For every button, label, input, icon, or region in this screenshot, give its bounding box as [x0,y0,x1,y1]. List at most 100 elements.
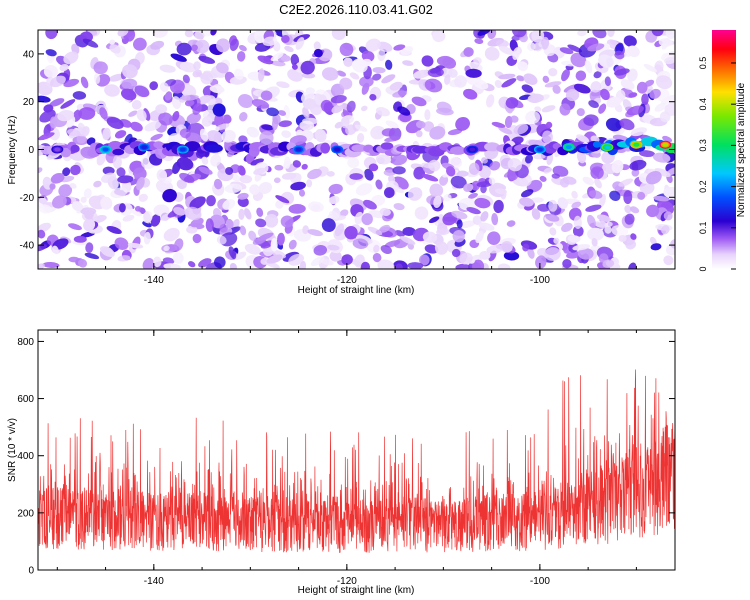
spectrogram-cell [627,45,640,58]
spectrogram-cell [641,93,649,106]
spectrogram-cell [506,220,516,227]
spectrogram-cell [209,85,225,94]
spectrogram-cell [138,193,148,202]
spectrogram-cell [38,167,43,174]
spectrogram-cell [198,55,216,64]
spectrogram-cell [584,60,593,74]
spectrogram-cell [510,115,519,123]
spectrogram-cell [623,190,633,205]
spectrogram-cell [620,79,635,90]
spectrogram-cell [320,99,333,113]
spectrogram-cell [38,263,45,269]
spectrogram-cell [384,136,401,142]
spectrogram-cell [38,132,55,141]
spectrogram-cell [663,255,674,266]
spectrogram-cell [271,116,279,131]
spectrogram-ridge-peak [536,147,543,152]
spectrogram-cell [274,164,284,171]
spectrogram-cell [114,130,127,139]
spectrogram-cell [128,110,138,117]
spectrogram-cell [321,218,336,233]
spectrogram-cell [290,181,306,191]
spectrogram-cell [326,171,335,177]
spectrogram-cell [521,189,534,198]
spectrogram-ridge-peak [604,145,611,150]
spectrogram-cell [654,168,671,178]
spectrogram-cell [416,120,426,129]
spectrogram-cell [117,255,131,262]
spectrogram-cell [67,128,81,137]
spectrogram-cell [639,181,655,195]
spectrogram-cell [397,89,406,97]
spectrogram-cell [302,98,317,110]
spectrogram-cell [42,261,60,269]
spectrogram-cell [498,126,513,135]
spectrogram-cell [207,98,216,112]
spectrogram-cell [305,87,316,94]
spectrogram-cell [587,214,596,229]
spectrogram-cell [602,259,615,268]
spectrogram-cell [100,246,115,258]
spectrogram-cell [238,44,247,52]
spectrogram-cell [587,43,605,52]
spectrogram-cell [190,44,198,52]
spectrogram-cell [49,98,65,107]
spectrogram-cell [377,49,386,62]
spectrogram-cell [455,263,471,269]
spectrogram-cell [630,233,637,240]
spectrogram-cell [383,187,395,199]
spectrogram-cell [472,215,482,225]
spectrogram-cell [149,81,159,91]
spectrogram-cell [541,105,556,113]
spectrogram-cell [411,96,427,107]
spectrogram-ridge-peak [102,147,109,152]
spectrogram-cell [258,182,273,194]
spectrogram-cell [447,128,463,136]
spectrogram-cell [205,218,214,232]
spectrogram-cell [136,176,145,191]
spectrogram-cell [239,112,248,122]
spectrogram-cell [302,225,309,234]
spectrogram-ridge-cell [351,144,368,153]
spectrogram-cell [663,186,675,199]
spectrogram-cell [314,128,327,143]
spectrogram-ridge-peak [565,145,572,150]
spectrogram-cell [85,242,94,254]
spectrogram-cell [606,96,622,108]
spectrogram-cell [266,107,279,117]
spectrogram-cell [424,78,443,93]
spectrogram-cell [494,188,508,195]
spectrogram-cell [329,250,342,262]
spectrogram-cell [413,166,426,180]
spectrogram-cell [459,220,476,229]
spectrogram-cell [571,190,578,199]
spectrogram-cell [38,229,46,239]
spectrogram-cell [649,88,661,99]
spectrogram-cell [94,73,101,84]
spectrogram-cell [258,68,265,82]
spectrogram-cell [298,189,306,197]
spectrogram-cell [618,178,634,187]
spectrogram-cell [106,116,124,130]
figure-title: C2E2.2026.110.03.41.G02 [279,2,433,17]
spectrogram-cell [251,99,270,109]
spectrogram-cell [614,68,630,76]
spectrogram-cell [561,222,573,233]
spectrogram-cell [250,158,264,166]
spectrogram-cell [93,180,102,188]
spectrogram-cell [507,158,522,172]
spectrogram-cell [619,118,635,131]
spectrogram-cell [216,235,227,245]
spectrogram-cell [517,61,529,72]
spectrogram-cell [210,154,222,167]
spectrogram-cell [122,214,135,222]
y-tick-label: 0 [28,566,34,577]
spectrogram-cell [133,37,147,51]
spectrogram-cell [588,190,603,199]
spectrogram-cell [43,64,58,79]
spectrogram-cell [221,130,236,143]
spectrogram-cell [198,166,213,175]
spectrogram-cell [334,223,345,237]
x-tick-label: -100 [530,576,550,587]
spectrogram-cell [352,238,369,249]
